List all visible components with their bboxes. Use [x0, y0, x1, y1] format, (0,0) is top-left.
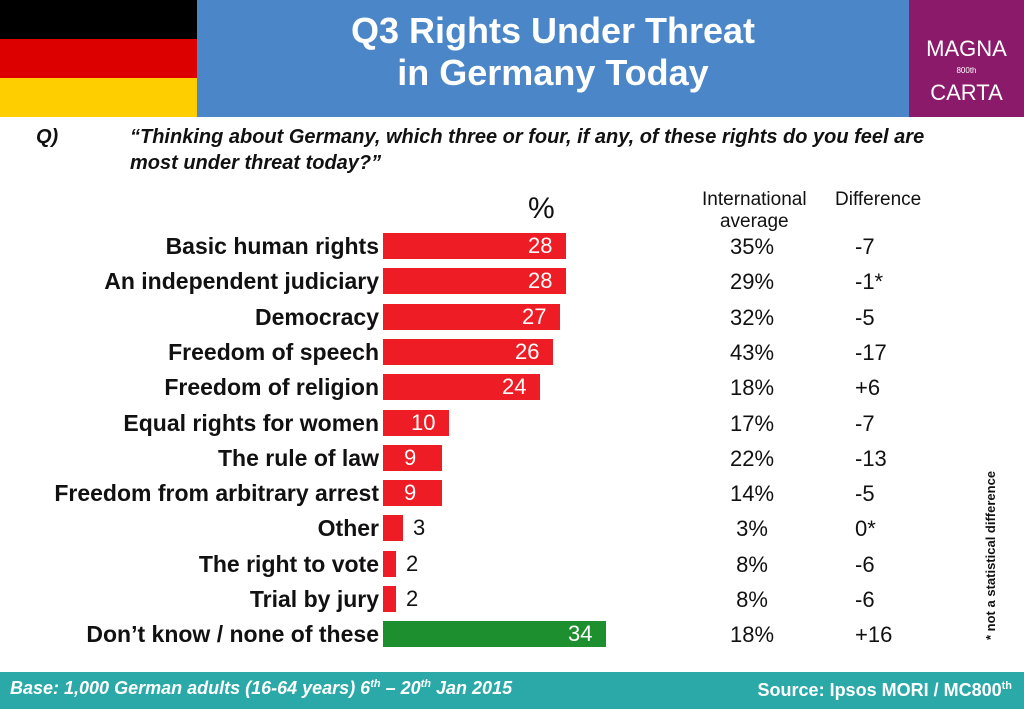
difference-value: 0* [855, 516, 876, 541]
bar [383, 551, 396, 577]
difference-value: +16 [855, 622, 893, 647]
difference-value: -7 [855, 234, 875, 259]
category-label: Freedom from arbitrary arrest [54, 480, 379, 506]
data-label: 34 [568, 621, 593, 646]
data-label: 9 [404, 480, 417, 505]
difference-value: -7 [855, 411, 875, 436]
data-label: 26 [515, 339, 540, 364]
data-label: 24 [502, 374, 527, 399]
international-average-value: 29% [729, 269, 775, 294]
difference-value: -17 [855, 340, 887, 365]
category-label: Equal rights for women [123, 410, 379, 436]
intl-header-line-1: International [702, 189, 807, 210]
flag-stripe-black [0, 0, 197, 39]
title-line-1: Q3 Rights Under Threat [350, 10, 756, 51]
category-label: Democracy [254, 304, 379, 330]
bar [383, 233, 566, 259]
base-mid: – 20 [380, 678, 421, 698]
data-label: 28 [528, 268, 553, 293]
source-note: Source: Ipsos MORI / MC800th [758, 680, 1012, 701]
international-average-value: 32% [729, 305, 775, 330]
logo-line-2: CARTA [930, 80, 1003, 105]
category-label: Trial by jury [249, 586, 379, 612]
difference-value: -13 [855, 446, 887, 471]
statistical-note: * not a statistical difference [983, 440, 1007, 640]
question-text: “Thinking about Germany, which three or … [130, 126, 925, 174]
bar [383, 410, 449, 436]
difference-value: -6 [855, 552, 875, 577]
category-label: Other [317, 515, 379, 541]
flag-stripe-red [0, 39, 197, 78]
bar [383, 586, 396, 612]
international-average-value: 22% [729, 446, 775, 471]
bar [383, 480, 442, 506]
category-label: Freedom of speech [168, 339, 379, 365]
international-average-value: 35% [729, 234, 775, 259]
difference-header: Difference [835, 189, 922, 210]
data-label: 3 [413, 515, 426, 540]
international-average-value: 3% [736, 516, 768, 541]
data-label: 2 [406, 586, 419, 611]
bar [383, 374, 540, 400]
base-pre: Base: 1,000 German adults (16-64 years) … [10, 678, 371, 698]
data-label: 10 [411, 410, 436, 435]
base-sup-2: th [420, 678, 432, 690]
bar [383, 445, 442, 471]
international-average-value: 8% [736, 552, 768, 577]
international-average-value: 17% [729, 411, 775, 436]
difference-value: -6 [855, 587, 875, 612]
international-average-value: 8% [736, 587, 768, 612]
category-label: Freedom of religion [164, 374, 379, 400]
category-label: Basic human rights [165, 233, 379, 259]
base-sup-1: th [370, 678, 381, 690]
slide-title: Q3 Rights Under Threat in Germany Today [197, 0, 909, 117]
category-label: Don’t know / none of these [86, 621, 379, 647]
intl-header-line-2: average [719, 211, 789, 232]
source-text: Source: Ipsos MORI / MC800 [757, 680, 1002, 700]
data-label: 2 [406, 551, 419, 576]
category-label: The right to vote [198, 551, 379, 577]
statistical-note-text: * not a statistical difference [983, 470, 998, 640]
flag-stripe-gold [0, 78, 197, 117]
difference-value: +6 [855, 375, 881, 400]
title-line-2: in Germany Today [397, 52, 709, 93]
german-flag [0, 0, 197, 117]
source-sup: th [1001, 680, 1012, 692]
data-label: 28 [528, 233, 553, 258]
difference-value: -5 [855, 481, 875, 506]
bar [383, 268, 566, 294]
international-average-value: 43% [729, 340, 775, 365]
bar [383, 304, 560, 330]
international-average-value: 18% [729, 375, 775, 400]
bar [383, 339, 553, 365]
category-label: An independent judiciary [104, 268, 379, 294]
bar [383, 621, 606, 647]
bar [383, 515, 403, 541]
base-note: Base: 1,000 German adults (16-64 years) … [10, 678, 512, 699]
data-label: 27 [522, 304, 547, 329]
logo-line-1: MAGNA [926, 36, 1007, 61]
question-label: Q) [36, 126, 59, 148]
difference-value: -5 [855, 305, 875, 330]
data-label: 9 [404, 445, 417, 470]
magna-carta-logo: MAGNA 800th CARTA [909, 0, 1024, 117]
international-average-value: 18% [729, 622, 775, 647]
international-average-header: International average [702, 189, 807, 233]
footer: Base: 1,000 German adults (16-64 years) … [0, 672, 1024, 709]
international-average-value: 14% [729, 481, 775, 506]
category-label: The rule of law [217, 445, 379, 471]
base-post: Jan 2015 [431, 678, 513, 698]
logo-small: 800th [956, 66, 977, 75]
percent-header: % [528, 192, 555, 225]
difference-value: -1* [855, 269, 884, 294]
